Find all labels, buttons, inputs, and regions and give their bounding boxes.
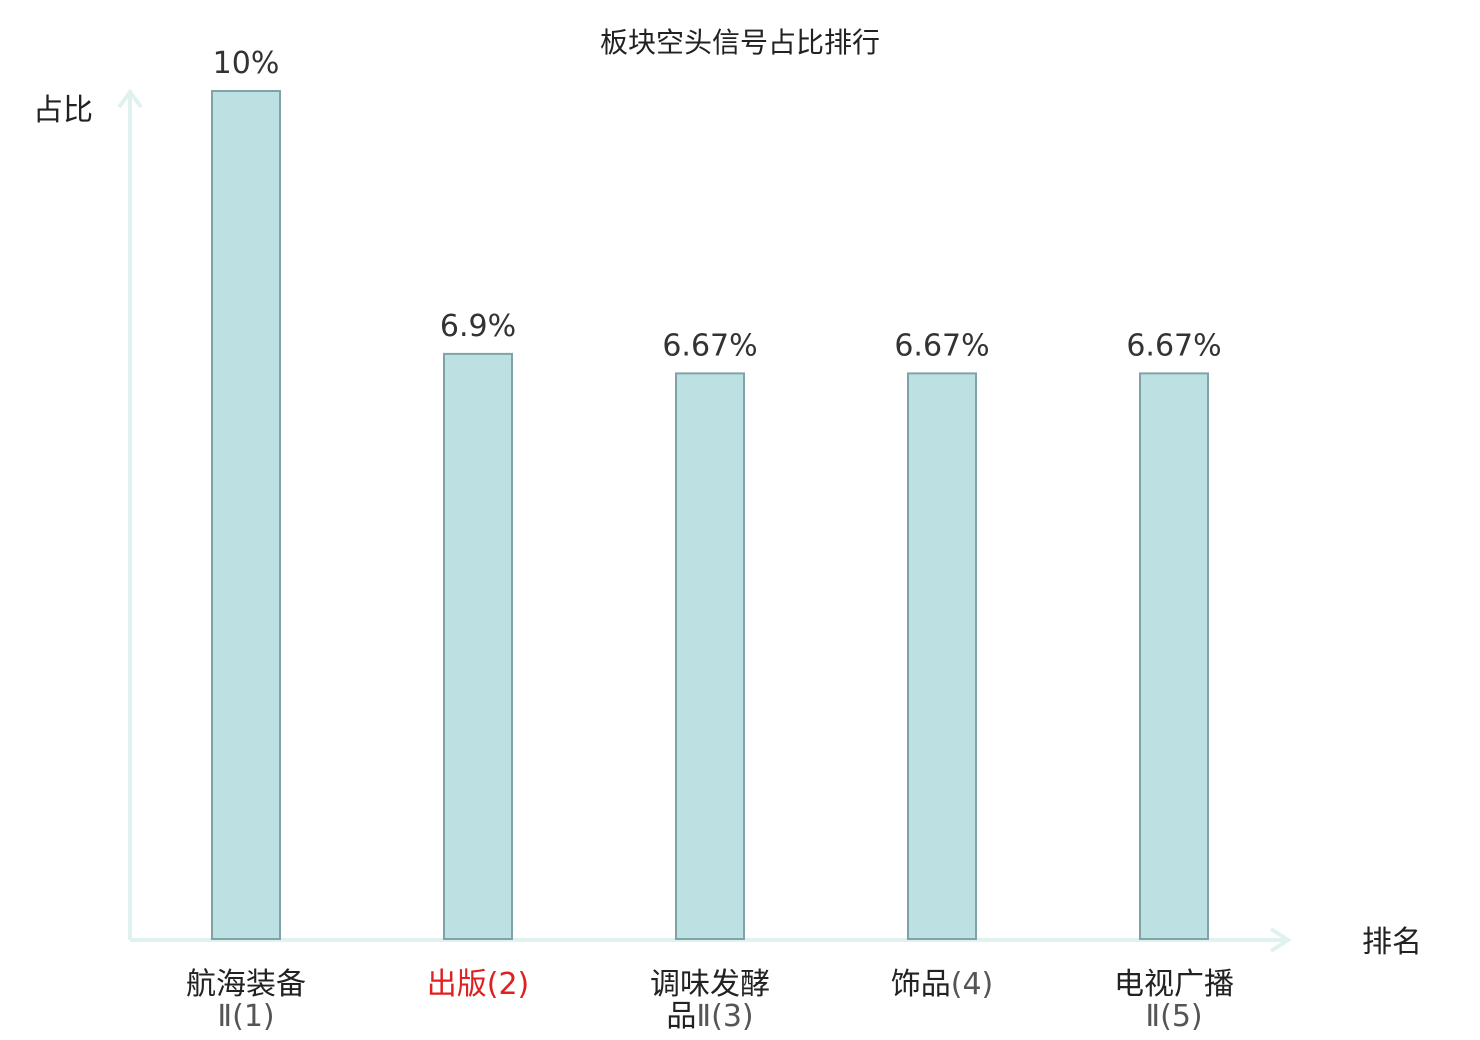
bar-value-label: 6.9% <box>440 309 516 344</box>
category-label: 航海装备 Ⅱ(1) <box>186 967 306 1034</box>
x-axis-arrow <box>1269 927 1292 953</box>
category-label: 调味发酵品Ⅱ(3) <box>650 967 770 1034</box>
category-label-line: 航海装备 <box>186 967 306 1002</box>
bar-value-label: 10% <box>213 46 280 81</box>
bars-group <box>211 90 1209 941</box>
y-axis-arrow <box>117 88 143 109</box>
chart-title: 板块空头信号占比排行 <box>600 26 880 59</box>
value-labels-group: 10% 6.9% 6.67% 6.67% 6.67% <box>213 46 1222 363</box>
category-label: 电视广播 Ⅱ(5) <box>1114 967 1234 1034</box>
bar-value-label: 6.67% <box>662 328 757 363</box>
category-label-line: 电视广播 <box>1114 967 1234 1002</box>
bar <box>211 90 281 940</box>
category-label-line: 调味发酵 <box>650 967 770 1002</box>
category-labels-group: 航海装备 Ⅱ(1) 出版(2) 调味发酵品Ⅱ(3) 饰品(4) 电视广播 Ⅱ(5) <box>186 967 1234 1034</box>
category-label-line: Ⅱ(1) <box>217 999 274 1034</box>
category-label-line: 品Ⅱ(3) <box>666 999 753 1034</box>
bar <box>443 352 513 940</box>
y-axis-label: 占比 <box>33 93 93 128</box>
category-label: 出版(2) <box>427 967 530 1002</box>
bar <box>675 372 745 941</box>
category-label-line: Ⅱ(5) <box>1145 999 1202 1034</box>
bar-value-label: 6.67% <box>1126 328 1221 363</box>
bar <box>1139 372 1209 941</box>
category-label-line: 饰品(4) <box>891 967 994 1002</box>
category-label: 饰品(4) <box>891 967 994 1002</box>
x-axis-label: 排名 <box>1362 925 1422 960</box>
bar-value-label: 6.67% <box>894 328 989 363</box>
category-label-line: 出版(2) <box>427 967 530 1002</box>
bar <box>907 372 977 941</box>
